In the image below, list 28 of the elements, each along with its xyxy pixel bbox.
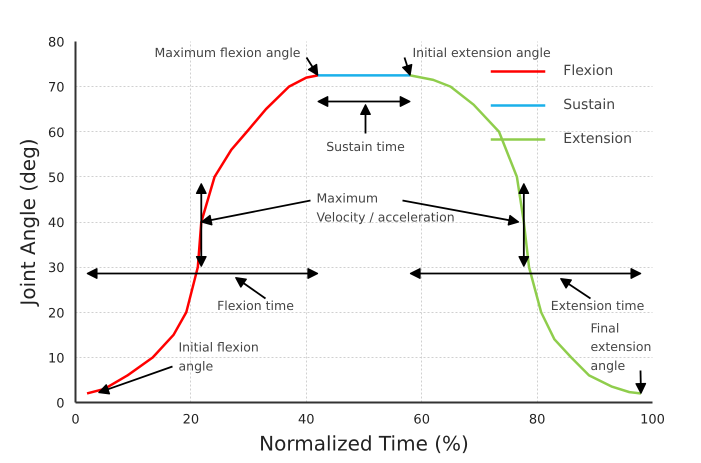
legend-label: Flexion: [563, 63, 614, 79]
x-tick-label: 0: [71, 412, 80, 428]
y-tick-label: 80: [48, 36, 65, 50]
x-tick-label: 40: [298, 412, 315, 428]
legend-label: Extension: [563, 131, 632, 147]
y-axis-title: Joint Angle (deg): [16, 138, 40, 308]
legend-label: Sustain: [563, 97, 616, 113]
y-tick-label: 20: [48, 306, 65, 322]
annotation: Maximum Velocity / acceleration: [316, 190, 455, 224]
y-tick-label: 10: [48, 351, 65, 366]
annotation: Maximum flexion angle: [154, 45, 301, 60]
y-tick-label: 40: [48, 216, 65, 231]
y-tick-label: 60: [48, 126, 65, 141]
annotation: Initial flexion angle: [178, 340, 259, 374]
x-tick-label: 100: [640, 412, 665, 428]
annotation: Extension time: [550, 298, 645, 313]
y-tick-label: 50: [48, 170, 65, 186]
annotation: Flexion time: [217, 298, 294, 313]
x-axis-title: Normalized Time (%): [259, 432, 469, 456]
y-tick-label: 70: [48, 80, 65, 96]
annotation: Sustain time: [326, 139, 406, 154]
x-tick-label: 80: [528, 412, 546, 428]
x-tick-label: 60: [413, 412, 430, 428]
y-tick-label: 30: [48, 261, 65, 276]
annotation: Initial extension angle: [412, 45, 551, 60]
x-tick-label: 20: [182, 412, 200, 428]
y-tick-label: 0: [56, 396, 65, 412]
annotation: Final extension angle: [590, 320, 652, 373]
